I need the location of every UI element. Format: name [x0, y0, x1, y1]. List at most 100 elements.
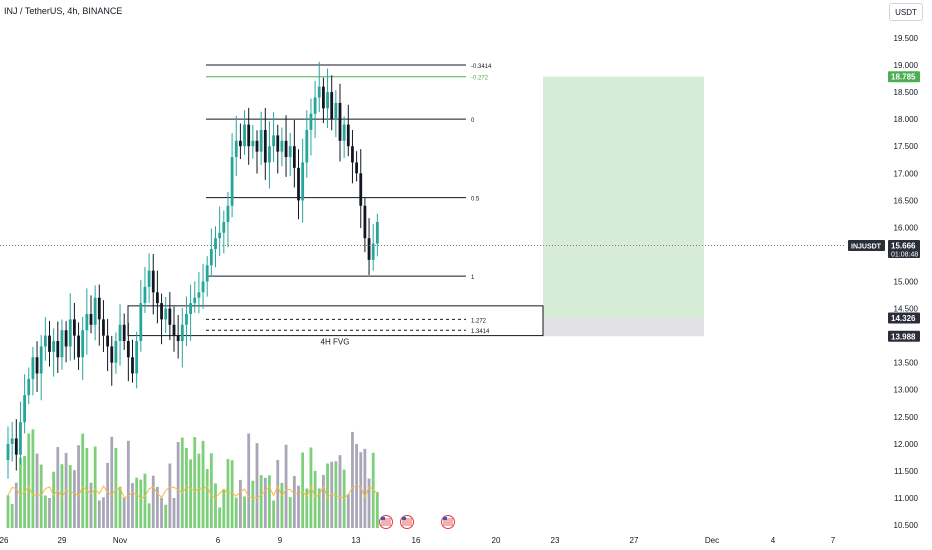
time-tick-label: Nov [113, 536, 127, 545]
volume-bar [342, 469, 346, 528]
candle-body [110, 346, 114, 363]
volume-bar [102, 497, 105, 528]
volume-bar [276, 459, 280, 528]
symbol-title[interactable]: INJ / TetherUS, 4h, BINANCE [4, 6, 123, 16]
time-tick-label: 16 [412, 536, 421, 545]
candle-body [355, 162, 358, 174]
candle-body [93, 297, 97, 325]
volume-bar [292, 475, 296, 528]
us-flag-icon[interactable] [379, 515, 393, 529]
currency-button[interactable]: USDT [889, 3, 923, 21]
candle-body [255, 140, 259, 152]
candle-body [346, 124, 350, 147]
volume-ma-line [7, 484, 378, 499]
candle-body [243, 124, 246, 147]
volume-bar [371, 452, 375, 528]
time-tick-label: 4 [771, 536, 776, 545]
price-tick-label: 19.000 [894, 61, 919, 70]
volume-bar [151, 475, 155, 528]
candle-body [6, 443, 10, 461]
candle-body [139, 303, 143, 342]
candle-body [317, 86, 321, 98]
price-axis[interactable]: 19.500 19.000 18.500 18.000 17.500 17.000 16.5… [848, 34, 920, 530]
candle-body [301, 162, 305, 201]
volume-bar [205, 468, 209, 528]
candle-body [214, 238, 217, 250]
time-tick-label: 23 [551, 536, 560, 545]
candle-body [259, 129, 263, 152]
volume-bar [363, 448, 367, 528]
volume-bar [156, 486, 159, 528]
time-tick-label: 6 [216, 536, 221, 545]
volume-bar [247, 433, 251, 528]
last-price-badge-bg [888, 239, 920, 258]
candle-body [52, 341, 56, 352]
fib-retracement[interactable]: -0.3414 -0.272 0 0.5 1 1.272 1.3414 [206, 64, 492, 335]
candle-body [118, 324, 122, 342]
time-axis[interactable]: 26 29 Nov 6 9 13 16 20 23 27 Dec 4 7 [0, 536, 836, 545]
price-tick-label: 19.500 [894, 34, 919, 43]
candle-body [48, 335, 51, 352]
volume-bar [135, 477, 139, 528]
candle-body [326, 92, 329, 109]
target-zone[interactable] [543, 76, 704, 318]
volume-bar [110, 436, 114, 528]
candle-body [222, 221, 226, 233]
fvg-box[interactable] [127, 305, 544, 337]
volume-bar [118, 486, 122, 528]
candle-body [226, 205, 230, 222]
volume-bar [313, 470, 317, 528]
candle-body [64, 330, 68, 347]
event-markers[interactable] [379, 515, 455, 529]
volume-bar [56, 447, 60, 528]
candle-body [359, 173, 363, 206]
volume-bar [97, 500, 101, 528]
candle-body [60, 330, 64, 358]
candle-body [35, 357, 39, 374]
symbol-tag-bg [848, 239, 885, 251]
candles [6, 61, 379, 479]
candle-body [164, 308, 168, 320]
candle-body [122, 324, 126, 342]
volume-bar [168, 463, 172, 528]
candle-body [68, 319, 72, 347]
price-tick-label: 13.500 [894, 359, 919, 368]
us-flag-icon[interactable] [400, 515, 414, 529]
volume-bar [367, 478, 371, 528]
volume-bar [297, 485, 300, 528]
fib-level-label: 1 [471, 275, 475, 281]
volume-bar [52, 471, 56, 528]
volume-bar [68, 465, 72, 528]
volume-bar [222, 489, 226, 528]
volume-bar [176, 442, 180, 528]
candle-body [218, 232, 222, 239]
volume-bar [338, 455, 342, 528]
volume-bar [317, 488, 321, 528]
candle-body [288, 146, 292, 158]
candle-body [27, 378, 31, 396]
volume-bar [89, 482, 93, 528]
candle-body [363, 205, 367, 239]
volume-bar [93, 446, 97, 528]
candle-body [201, 281, 205, 293]
last-price-badge-countdown: 01:08:48 [891, 251, 918, 258]
volume-bar [334, 461, 338, 528]
volume-bar [284, 444, 288, 528]
volume-bars [6, 429, 379, 528]
flag-canton [402, 517, 406, 520]
candle-body [309, 113, 313, 130]
candle-body [106, 335, 109, 347]
candle-body [197, 292, 201, 298]
candle-body [305, 129, 309, 163]
volume-bar [189, 459, 192, 528]
fib-level-label: 1.272 [471, 318, 487, 324]
volume-bar [122, 497, 126, 528]
us-flag-icon[interactable] [441, 515, 455, 529]
volume-bar [19, 457, 22, 528]
candle-body [176, 335, 180, 342]
time-tick-label: 13 [352, 536, 361, 545]
stop-zone[interactable] [543, 317, 704, 337]
volume-bar [85, 447, 89, 528]
candle-body [193, 297, 197, 304]
